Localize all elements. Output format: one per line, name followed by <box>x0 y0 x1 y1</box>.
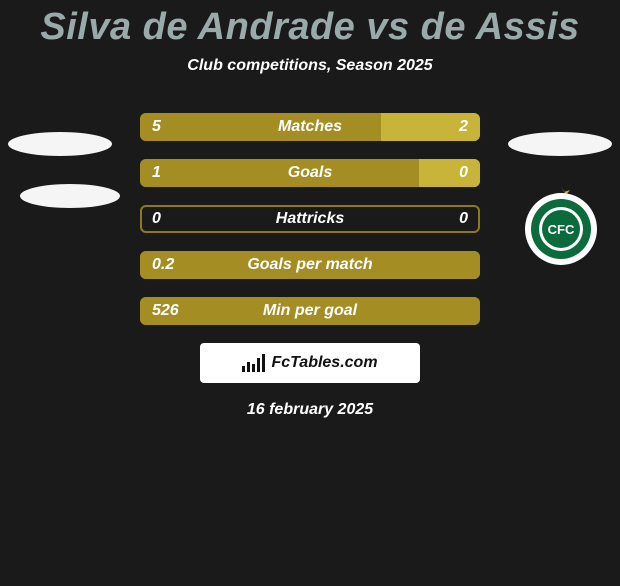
stat-label: Min per goal <box>263 302 357 320</box>
stat-row: 1 0 Goals <box>140 159 480 187</box>
stat-bar-left <box>140 113 381 141</box>
stat-value-right: 0 <box>459 164 468 182</box>
chart-icon <box>242 354 265 372</box>
stat-value-left: 526 <box>152 302 179 320</box>
stats-container: 5 2 Matches 1 0 Goals 0 0 Hattricks 0.2 Goals per … <box>0 113 620 325</box>
stat-value-left: 5 <box>152 118 161 136</box>
stat-label: Goals <box>288 164 332 182</box>
stat-value-left: 0 <box>152 210 161 228</box>
generated-date: 16 february 2025 <box>0 401 620 419</box>
stat-value-right: 2 <box>459 118 468 136</box>
stat-value-left: 1 <box>152 164 161 182</box>
footer-logo: FcTables.com <box>200 343 420 383</box>
footer-logo-text: FcTables.com <box>271 354 377 372</box>
stat-row: 0 0 Hattricks <box>140 205 480 233</box>
page-title: Silva de Andrade vs de Assis <box>0 6 620 49</box>
stat-row: 526 Min per goal <box>140 297 480 325</box>
stat-label: Matches <box>278 118 342 136</box>
stat-bar-right <box>419 159 480 187</box>
stat-label: Hattricks <box>276 210 344 228</box>
stat-label: Goals per match <box>247 256 372 274</box>
stat-row: 0.2 Goals per match <box>140 251 480 279</box>
stat-value-right: 0 <box>459 210 468 228</box>
stat-row: 5 2 Matches <box>140 113 480 141</box>
subtitle: Club competitions, Season 2025 <box>0 57 620 75</box>
stat-value-left: 0.2 <box>152 256 174 274</box>
